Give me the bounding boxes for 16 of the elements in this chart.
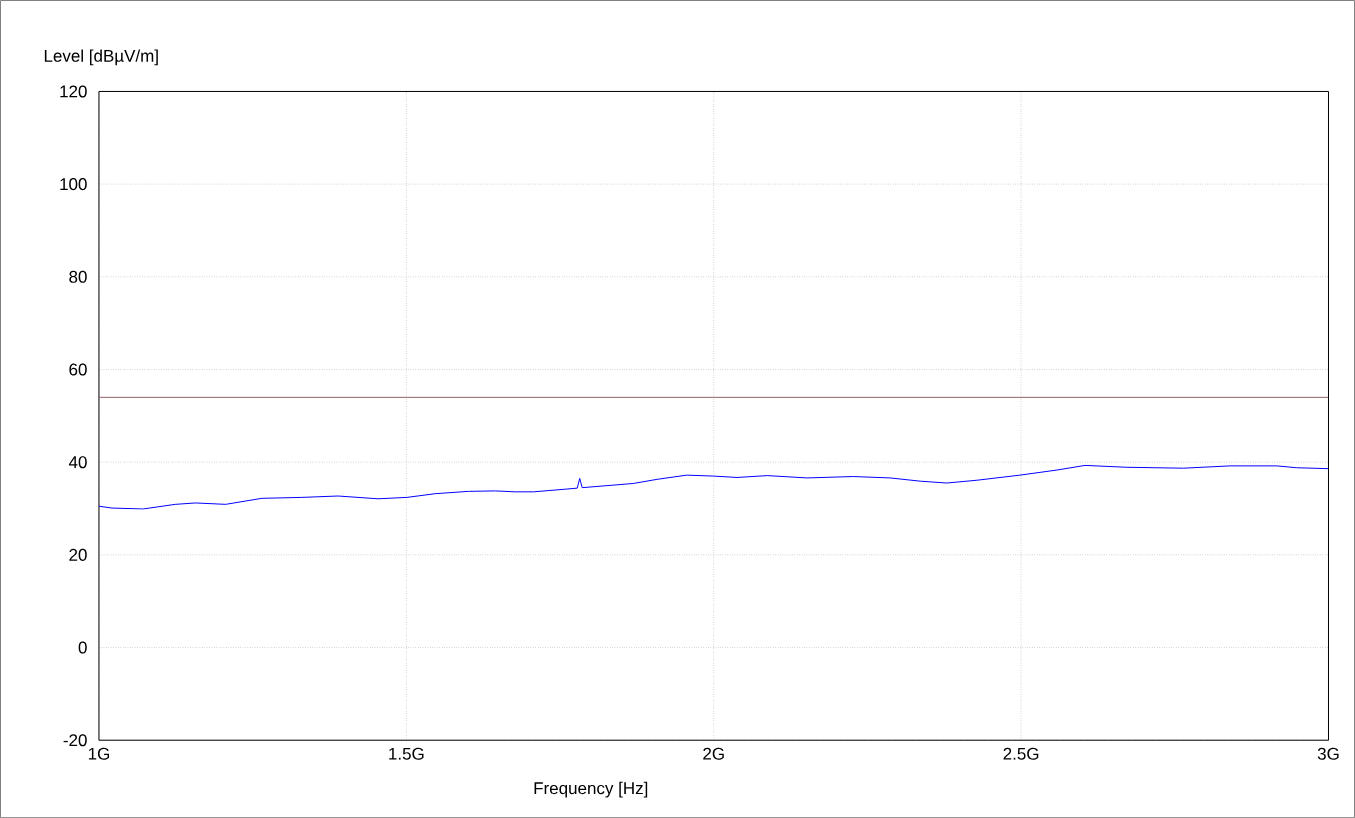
y-tick-label: -20 [63, 734, 87, 747]
y-tick-label: 60 [69, 363, 87, 376]
y-tick-label: 20 [69, 548, 87, 561]
x-tick-label: 1.5G [389, 747, 424, 760]
x-axis-title: Frequency [Hz] [534, 781, 648, 798]
y-tick-label: 40 [68, 456, 87, 469]
y-tick-label: 100 [60, 178, 87, 191]
y-tick-label: 120 [60, 85, 87, 98]
x-tick-label: 1G [88, 747, 110, 760]
y-tick-label: 0 [78, 641, 87, 654]
x-tick-label: 2.5G [1003, 747, 1039, 760]
y-axis-title: Level [dBµV/m] [44, 49, 158, 66]
x-tick-label: 2G [703, 747, 724, 760]
y-tick-label: 80 [69, 270, 87, 283]
line-series [98, 464, 1329, 510]
x-tick-label: 3G [1317, 747, 1339, 760]
